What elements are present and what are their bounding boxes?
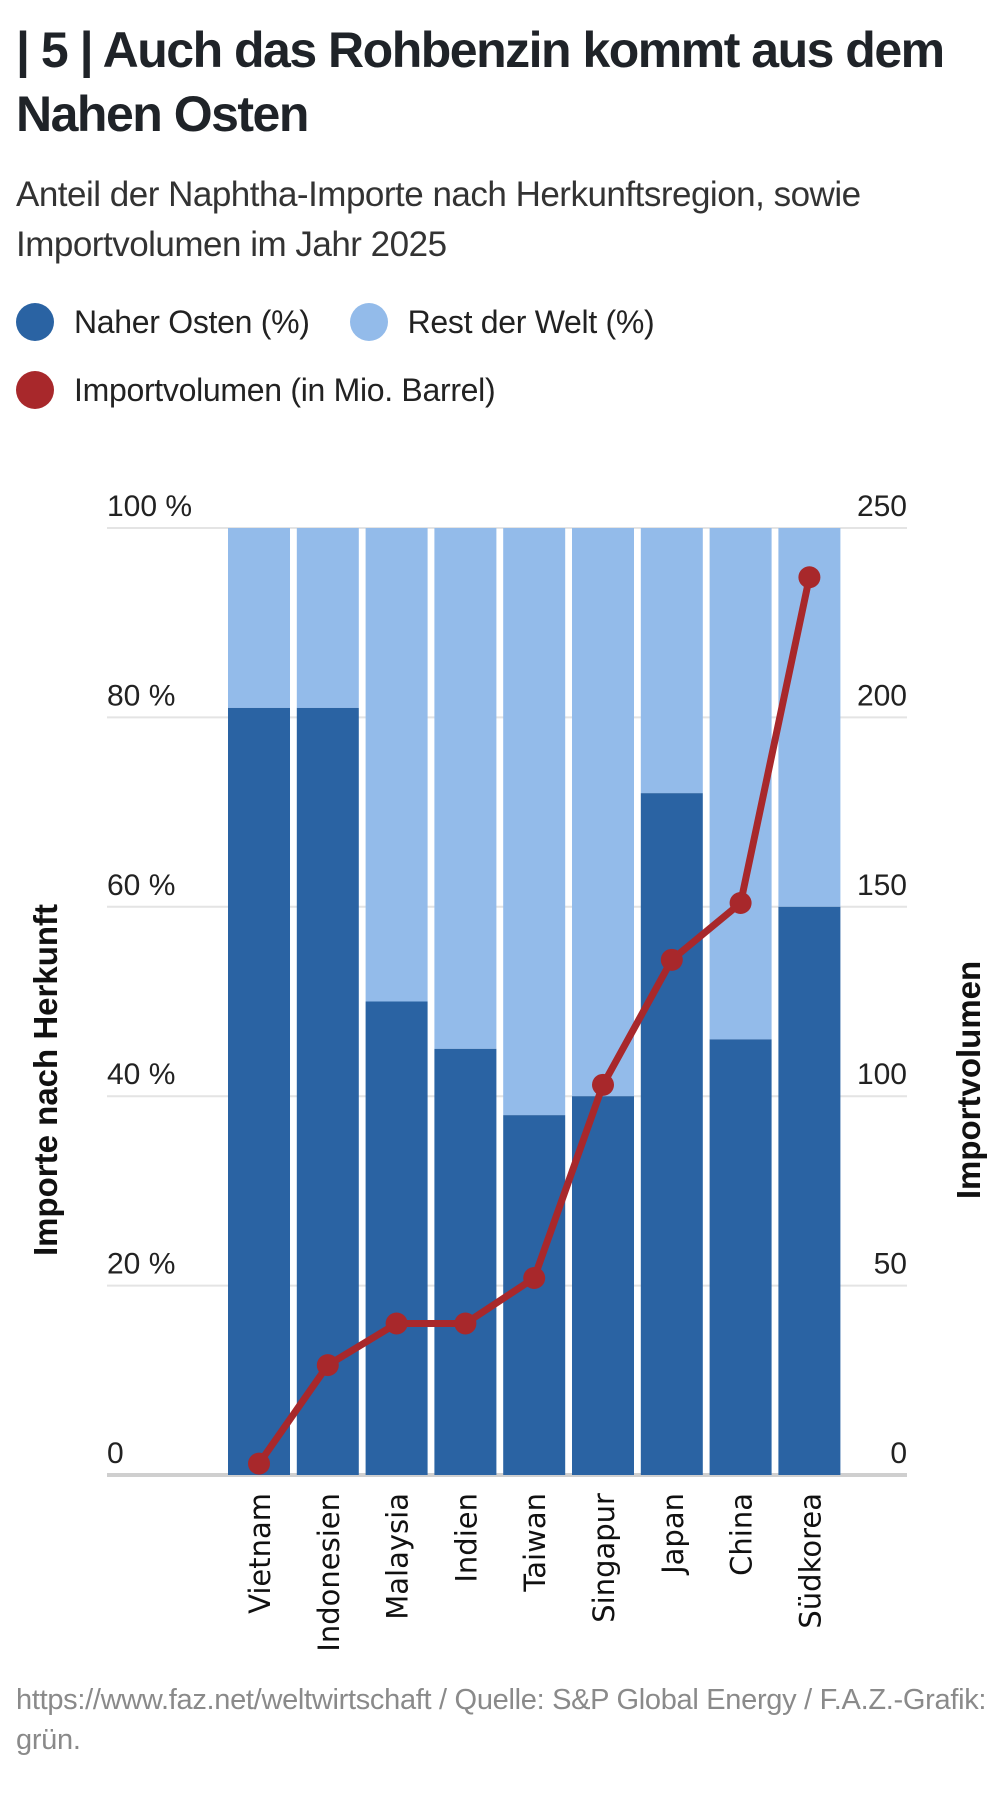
legend-label: Importvolumen (in Mio. Barrel) xyxy=(74,371,496,408)
legend-swatch-naher-osten xyxy=(16,303,54,341)
importvolumen-point xyxy=(316,1354,339,1377)
bar-naher-osten xyxy=(572,1096,634,1475)
x-tick-label: Malaysia xyxy=(381,1493,415,1620)
chart-subtitle: Anteil der Naphtha-Importe nach Herkunft… xyxy=(16,175,861,264)
x-tick-label: Vietnam xyxy=(243,1493,277,1614)
x-tick-label: Singapur xyxy=(587,1493,621,1623)
bar-rest-der-welt xyxy=(296,528,359,708)
bar-naher-osten xyxy=(228,707,290,1475)
y-tick-label: 100 % xyxy=(107,490,192,523)
bar-rest-der-welt xyxy=(709,528,772,1040)
legend-swatch-importvolumen xyxy=(16,371,54,409)
x-tick-label: Südkorea xyxy=(793,1493,827,1629)
importvolumen-point xyxy=(592,1073,614,1096)
bar-rest-der-welt xyxy=(572,528,634,1097)
importvolumen-point xyxy=(798,566,821,589)
y2-tick-label: 0 xyxy=(890,1437,907,1470)
y-tick-label: 20 % xyxy=(107,1248,175,1281)
y-tick-label: 60 % xyxy=(107,869,175,902)
legend-swatch-rest-der-welt xyxy=(349,303,388,341)
y2-tick-label: 50 xyxy=(874,1248,907,1281)
bar-naher-osten xyxy=(434,1048,497,1475)
importvolumen-point xyxy=(385,1312,408,1335)
y-tick-label: 40 % xyxy=(107,1058,175,1091)
y-tick-label: 0 xyxy=(107,1437,124,1470)
bar-rest-der-welt xyxy=(503,528,566,1116)
bar-naher-osten xyxy=(778,906,841,1475)
x-tick-label: Indonesien xyxy=(312,1493,346,1652)
x-tick-label: Indien xyxy=(449,1493,483,1583)
bar-rest-der-welt xyxy=(365,528,428,1002)
source-footer: https://www.faz.net/weltwirtschaft / Que… xyxy=(16,1684,987,1756)
y-axis-title: Importe nach Herkunft xyxy=(27,904,64,1256)
importvolumen-point xyxy=(454,1312,477,1335)
importvolumen-point xyxy=(523,1267,546,1290)
legend: Naher Osten (%) Rest der Welt (%) Import… xyxy=(16,300,996,436)
legend-item-importvolumen: Importvolumen (in Mio. Barrel) xyxy=(16,371,496,409)
importvolumen-point xyxy=(248,1452,270,1475)
y-tick-label: 80 % xyxy=(107,679,175,712)
bar-rest-der-welt xyxy=(228,528,290,708)
bar-naher-osten xyxy=(365,1001,428,1475)
legend-label: Rest der Welt (%) xyxy=(407,303,655,340)
bar-rest-der-welt xyxy=(434,528,497,1049)
x-tick-label: Taiwan xyxy=(518,1493,552,1593)
bar-naher-osten xyxy=(709,1039,772,1475)
y2-tick-label: 250 xyxy=(857,490,907,523)
importvolumen-point xyxy=(660,948,683,971)
x-tick-label: China xyxy=(725,1493,759,1576)
importvolumen-point xyxy=(729,892,752,915)
x-tick-label: Japan xyxy=(656,1493,690,1576)
legend-item-rest-der-welt: Rest der Welt (%) xyxy=(349,303,655,341)
y2-tick-label: 200 xyxy=(857,679,907,712)
y2-axis-title: Importvolumen xyxy=(950,961,987,1199)
y2-tick-label: 100 xyxy=(857,1058,907,1091)
bar-naher-osten xyxy=(640,793,703,1475)
legend-item-naher-osten: Naher Osten (%) xyxy=(16,303,310,341)
bar-rest-der-welt xyxy=(640,528,703,794)
legend-label: Naher Osten (%) xyxy=(74,303,310,340)
bar-naher-osten xyxy=(296,707,359,1475)
y2-tick-label: 150 xyxy=(857,869,907,902)
chart-title: | 5 | Auch das Rohbenzin kommt aus dem N… xyxy=(16,22,945,142)
